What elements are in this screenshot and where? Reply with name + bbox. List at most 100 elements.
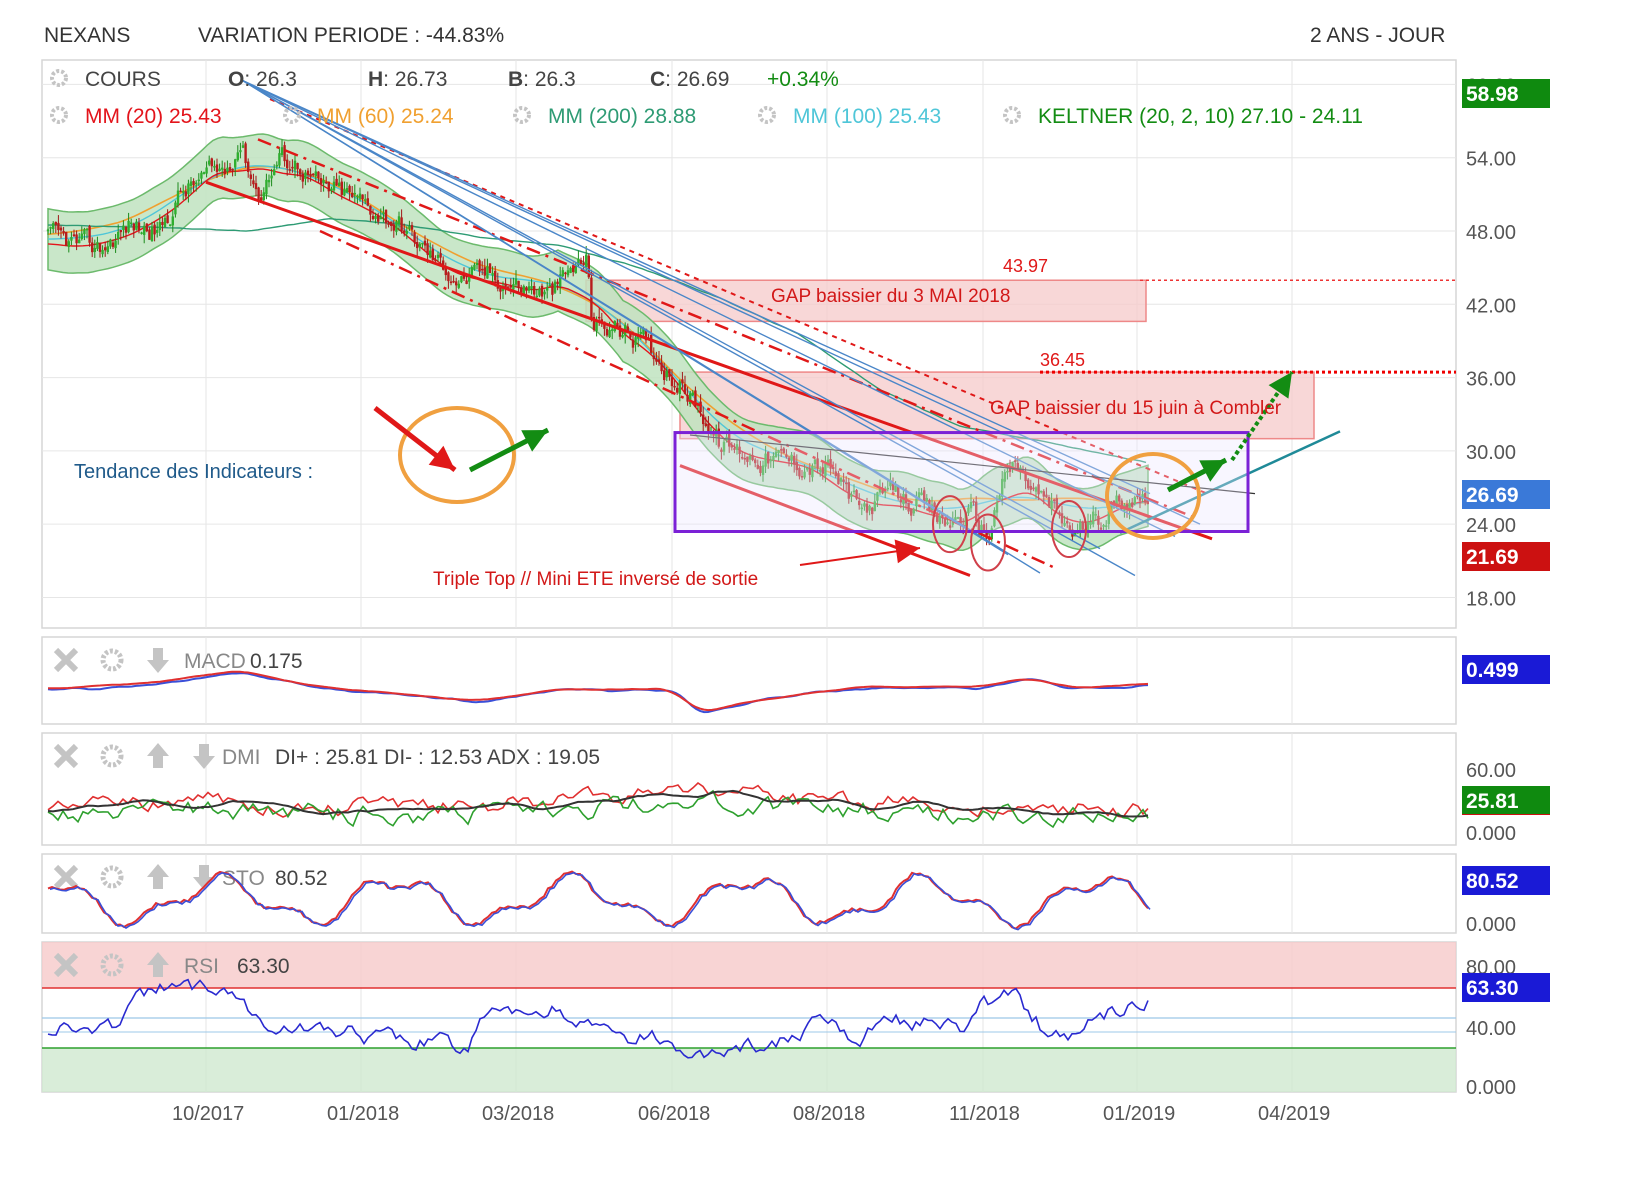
candle-body <box>1133 497 1136 505</box>
candle-body <box>241 145 245 148</box>
arrow-down-icon[interactable] <box>193 865 215 890</box>
candle-body <box>296 162 299 170</box>
rsi-line <box>47 978 1149 1059</box>
candle-body <box>1125 503 1129 510</box>
candle-body <box>455 281 458 286</box>
candle-body <box>114 240 117 249</box>
candle-body <box>1115 495 1118 506</box>
candle-body <box>668 369 671 377</box>
candle-body <box>598 316 601 319</box>
arrow-down-icon[interactable] <box>193 744 215 769</box>
candle-body <box>1003 472 1006 482</box>
candle-body <box>577 258 580 266</box>
candle-body <box>1053 499 1056 502</box>
indicator-legend: MM (20) 25.43 <box>85 105 222 128</box>
candle-body <box>665 370 668 378</box>
macd-badge-label: 0.499 <box>1466 659 1519 682</box>
candle-body <box>161 221 164 226</box>
candle-body <box>369 205 372 215</box>
close-icon[interactable] <box>53 864 79 890</box>
gear-icon[interactable] <box>50 106 68 124</box>
gear-icon[interactable] <box>758 106 776 124</box>
candle-body <box>1060 513 1064 524</box>
price-badge-label: 58.98 <box>1466 83 1519 106</box>
candle-body <box>1092 511 1095 525</box>
gear-icon[interactable] <box>100 865 124 889</box>
candle-body <box>260 197 263 201</box>
candle-body <box>868 505 871 511</box>
candle-body <box>800 476 804 478</box>
candle-body <box>834 471 837 477</box>
candle-body <box>517 280 520 288</box>
candle-body <box>816 458 819 469</box>
candle-body <box>819 470 822 472</box>
gear-icon[interactable] <box>1003 106 1021 124</box>
candle-body <box>434 259 437 261</box>
candle-body <box>286 159 289 169</box>
candle-body <box>754 459 757 464</box>
candle-body <box>312 173 315 176</box>
candle-body <box>124 226 128 233</box>
candle-body <box>218 168 221 172</box>
candle-body <box>520 287 523 293</box>
candle-body <box>132 223 135 231</box>
candle-body <box>777 450 780 453</box>
close-icon[interactable] <box>53 647 79 673</box>
y-tick-label: 30.00 <box>1466 442 1516 464</box>
close-icon[interactable] <box>53 952 79 978</box>
candle-body <box>1089 521 1092 525</box>
y-tick-label: 36.00 <box>1466 369 1516 391</box>
arrow-up-icon[interactable] <box>147 952 169 977</box>
candle-body <box>977 520 980 532</box>
candle-body <box>767 451 770 464</box>
arrow-up-icon[interactable] <box>147 743 169 768</box>
period-label[interactable]: 2 ANS - JOUR <box>1310 24 1446 47</box>
candle-body <box>96 242 99 249</box>
candle-body <box>122 225 125 230</box>
close-icon[interactable] <box>53 743 79 769</box>
gear-icon[interactable] <box>100 648 124 672</box>
dmi-adx-line <box>47 789 1149 818</box>
candle-body <box>80 233 83 240</box>
red-channel-line <box>205 180 1213 541</box>
candle-body <box>566 270 570 276</box>
candle-body <box>735 444 739 450</box>
ohlc-o: O: 26.3 <box>228 68 297 91</box>
gear-icon[interactable] <box>283 106 301 124</box>
candle-body <box>899 499 902 503</box>
arrow-down-icon[interactable] <box>147 648 169 673</box>
candle-body <box>1141 494 1144 499</box>
x-tick-label: 08/2018 <box>793 1103 865 1125</box>
arrow-up-icon[interactable] <box>147 864 169 889</box>
gear-icon[interactable] <box>100 744 124 768</box>
candle-body <box>106 246 109 252</box>
triple-top-marker <box>1051 500 1087 559</box>
candle-body <box>130 222 133 225</box>
candle-body <box>416 241 419 249</box>
candle-body <box>228 167 232 171</box>
candle-body <box>569 267 572 273</box>
candle-body <box>457 283 460 288</box>
candle-body <box>488 263 492 274</box>
candle-body <box>1037 484 1040 495</box>
candle-body <box>101 249 104 255</box>
candle-body <box>395 221 398 232</box>
indicator-legend: MM (200) 28.88 <box>548 105 696 128</box>
y-tick-label: 54.00 <box>1466 149 1516 171</box>
candle-body <box>85 228 89 231</box>
candle-body <box>436 254 440 259</box>
candle-body <box>221 167 224 170</box>
candle-body <box>392 224 395 231</box>
red-down-arrow-head <box>428 445 455 470</box>
candle-body <box>847 482 850 499</box>
candle-body <box>712 433 715 436</box>
candle-body <box>1102 525 1105 527</box>
candle-body <box>938 515 941 525</box>
gear-icon[interactable] <box>513 106 531 124</box>
candle-body <box>143 225 146 235</box>
gear-icon[interactable] <box>50 69 68 87</box>
y-tick-label: 18.00 <box>1466 588 1516 610</box>
candle-body <box>234 159 237 168</box>
gear-icon[interactable] <box>100 953 124 977</box>
candle-body <box>46 229 50 232</box>
